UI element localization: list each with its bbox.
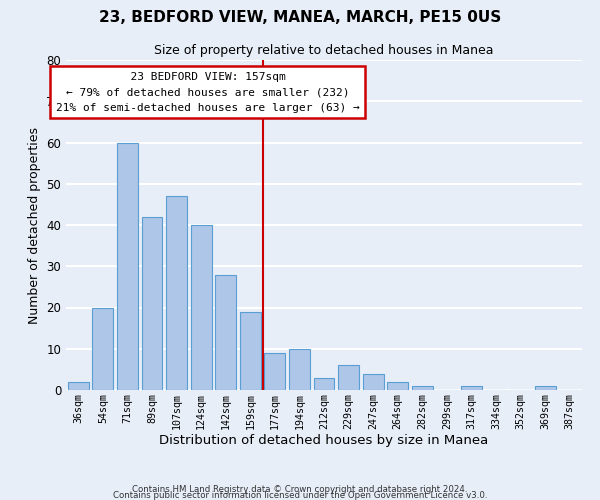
Bar [412,386,433,390]
Bar [461,386,482,390]
Title: Size of property relative to detached houses in Manea: Size of property relative to detached ho… [154,44,494,58]
Bar [68,382,89,390]
Text: Contains HM Land Registry data © Crown copyright and database right 2024.: Contains HM Land Registry data © Crown c… [132,484,468,494]
Bar [338,365,359,390]
Bar [362,374,383,390]
Bar [265,353,286,390]
X-axis label: Distribution of detached houses by size in Manea: Distribution of detached houses by size … [160,434,488,448]
Bar [166,196,187,390]
Bar [117,142,138,390]
Bar [535,386,556,390]
Y-axis label: Number of detached properties: Number of detached properties [28,126,41,324]
Bar [191,225,212,390]
Bar [314,378,334,390]
Text: 23, BEDFORD VIEW, MANEA, MARCH, PE15 0US: 23, BEDFORD VIEW, MANEA, MARCH, PE15 0US [99,10,501,25]
Bar [142,217,163,390]
Bar [92,308,113,390]
Text: 23 BEDFORD VIEW: 157sqm  
← 79% of detached houses are smaller (232)
21% of semi: 23 BEDFORD VIEW: 157sqm ← 79% of detache… [56,72,360,113]
Text: Contains public sector information licensed under the Open Government Licence v3: Contains public sector information licen… [113,490,487,500]
Bar [289,349,310,390]
Bar [240,312,261,390]
Bar [215,274,236,390]
Bar [387,382,408,390]
